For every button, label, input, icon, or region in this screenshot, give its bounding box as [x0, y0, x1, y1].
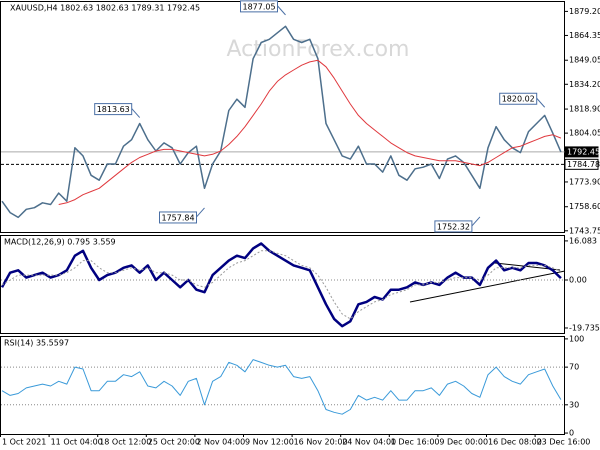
y-tick-label: 100 [569, 334, 584, 343]
chart-title: XAUUSD,H4 1802.63 1802.63 1789.31 1792.4… [10, 4, 200, 13]
x-tick-label: 23 Dec 16:00 [537, 438, 591, 447]
series-line [1, 250, 562, 320]
y-tick-label: 1758.60 [569, 202, 600, 211]
y-tick-label: 1773.90 [569, 177, 600, 186]
annotation-box [94, 103, 133, 116]
annotation-leader [131, 108, 141, 118]
y-tick-label: 1864.35 [569, 31, 600, 40]
annotation-box [159, 211, 197, 224]
annotation-box [240, 0, 278, 13]
rsi-title: RSI(14) 35.5597 [4, 339, 69, 348]
macd-panel [0, 235, 565, 334]
price-box-label: 1784.78 [567, 160, 600, 169]
series-line [1, 25, 562, 219]
annotation-box [499, 92, 538, 105]
price-box-label: 1792.45 [567, 147, 600, 156]
annotation-label: 1757.84 [162, 213, 195, 222]
series-line [0, 242, 562, 328]
y-tick-label: 0 [569, 429, 574, 438]
x-tick-label: 9 Dec 00:00 [439, 438, 488, 447]
annotation-leader [471, 216, 481, 227]
y-tick-label: 16.083 [569, 236, 597, 245]
annotation-label: 1820.02 [502, 95, 535, 104]
annotation-label: 1877.05 [243, 2, 276, 11]
x-tick-label: 1 Dec 16:00 [391, 438, 440, 447]
x-tick-label: 11 Oct 04:00 [51, 438, 103, 447]
y-tick-label: 1879.20 [569, 7, 600, 16]
y-tick-label: -19.735 [569, 323, 600, 332]
rsi-panel [0, 336, 565, 435]
x-tick-label: 9 Nov 12:00 [245, 438, 294, 447]
annotation-leader [196, 207, 205, 218]
y-tick-label: 1818.90 [569, 105, 600, 114]
trend-line [409, 270, 566, 303]
price-box [564, 158, 599, 170]
annotation-leader [277, 5, 286, 16]
y-tick-label: 30 [569, 400, 579, 409]
y-tick-label: 1849.05 [569, 56, 600, 65]
annotation-label: 1752.32 [437, 222, 470, 231]
x-tick-label: 24 Nov 04:00 [342, 438, 396, 447]
x-tick-label: 1 Oct 2021 [2, 438, 46, 447]
price-box [564, 146, 599, 158]
y-tick-label: 0.00 [569, 276, 587, 285]
y-tick-label: 1743.75 [569, 226, 600, 235]
annotation-box [434, 220, 473, 233]
y-tick-label: 1834.20 [569, 80, 600, 89]
series-line [1, 359, 562, 415]
y-tick-label: 1804.05 [569, 129, 600, 138]
price-panel [0, 1, 565, 233]
macd-title: MACD(12,26,9) 0.795 3.559 [4, 238, 116, 247]
series-line [58, 59, 562, 205]
annotation-leader [536, 97, 546, 108]
x-tick-label: 18 Oct 12:00 [99, 438, 151, 447]
x-tick-label: 16 Nov 20:00 [294, 438, 348, 447]
x-tick-label: 16 Dec 08:00 [488, 438, 542, 447]
y-tick-label: 70 [569, 363, 579, 372]
annotation-label: 1813.63 [97, 105, 130, 114]
x-tick-label: 25 Oct 20:00 [148, 438, 200, 447]
x-tick-label: 2 Nov 04:00 [196, 438, 245, 447]
